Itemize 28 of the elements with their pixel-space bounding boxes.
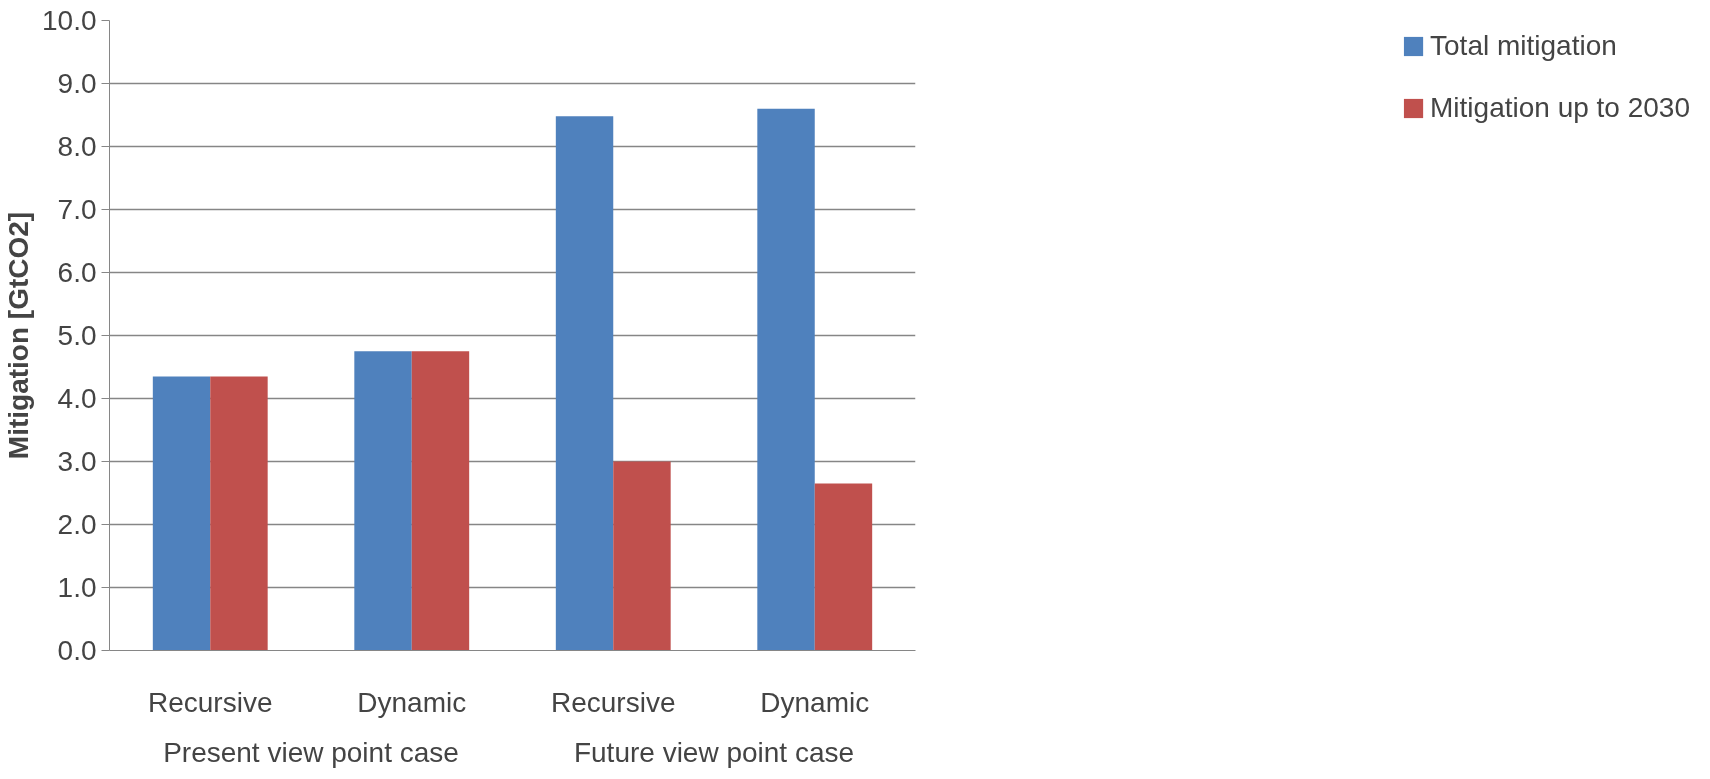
y-tick-label: 1.0	[57, 572, 97, 603]
legend-label: Mitigation up to 2030	[1430, 92, 1690, 124]
y-tick-label: 6.0	[57, 257, 97, 288]
bar	[210, 376, 268, 651]
x-tick-label: Recursive	[551, 686, 676, 718]
y-tick-label: 0.0	[57, 635, 97, 666]
bar	[411, 351, 470, 651]
y-tick-label: 4.0	[57, 383, 97, 414]
y-tick-label: 5.0	[57, 320, 97, 351]
y-tick-label: 9.0	[57, 68, 97, 99]
y-tick-label: 8.0	[57, 131, 97, 162]
text: Present view point case	[163, 736, 459, 768]
bar	[613, 461, 671, 651]
bar	[814, 483, 873, 651]
y-tick-label: 2.0	[57, 509, 97, 540]
bar	[757, 108, 815, 651]
x-tick-label: Recursive	[148, 686, 273, 718]
y-tick-label: 10.0	[42, 5, 97, 36]
bar	[555, 116, 614, 651]
bar	[152, 376, 211, 651]
text: Future view point case	[573, 736, 855, 768]
legend-label: Total mitigation	[1430, 30, 1617, 62]
x-tick-label: Dynamic	[357, 686, 467, 718]
x-tick-label: Dynamic	[760, 686, 870, 718]
y-tick-label: 7.0	[57, 194, 97, 225]
y-axis-title: Mitigation [GtCO2]	[3, 211, 34, 460]
bar	[354, 351, 412, 651]
y-tick-label: 3.0	[57, 446, 97, 477]
